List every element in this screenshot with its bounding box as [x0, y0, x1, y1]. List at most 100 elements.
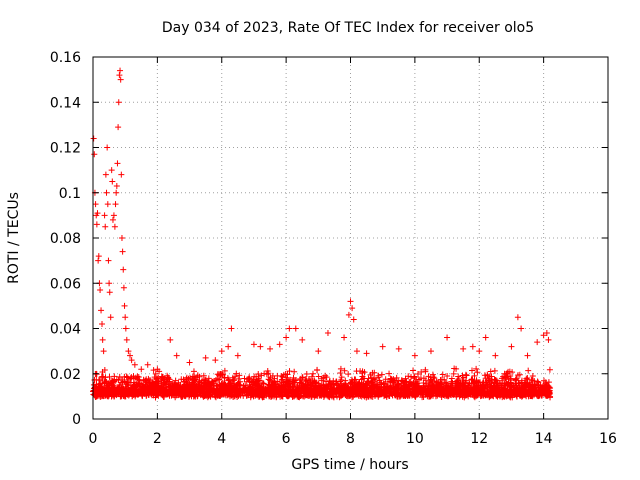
- data-point: [427, 348, 434, 355]
- data-point: [125, 379, 132, 386]
- data-point: [546, 366, 553, 373]
- data-point: [499, 377, 506, 384]
- data-point: [93, 221, 100, 228]
- data-point: [527, 383, 534, 390]
- data-point: [406, 392, 413, 399]
- data-point: [324, 389, 331, 396]
- data-point: [276, 391, 283, 398]
- data-point: [469, 343, 476, 350]
- data-point: [121, 378, 128, 385]
- y-tick-label: 0.04: [50, 322, 81, 338]
- data-point: [115, 99, 122, 106]
- data-point: [212, 357, 219, 364]
- data-point: [518, 325, 525, 332]
- data-point: [523, 375, 530, 382]
- data-point: [420, 388, 427, 395]
- data-point: [129, 387, 136, 394]
- data-point: [492, 352, 499, 359]
- data-point: [471, 372, 478, 379]
- data-point: [195, 380, 202, 387]
- data-point: [94, 210, 101, 217]
- data-point: [286, 325, 293, 332]
- data-point: [225, 376, 232, 383]
- axis-ticks: [92, 56, 609, 420]
- data-point: [135, 374, 142, 381]
- data-point: [223, 392, 230, 399]
- data-point: [90, 135, 97, 142]
- data-point: [349, 305, 356, 312]
- data-point: [324, 330, 331, 337]
- data-point: [299, 336, 306, 343]
- data-point: [291, 389, 298, 396]
- data-point: [540, 377, 547, 384]
- data-point: [529, 391, 536, 398]
- data-point: [398, 377, 405, 384]
- data-point: [212, 394, 219, 401]
- data-point: [342, 381, 349, 388]
- x-tick-label: 14: [535, 431, 553, 447]
- data-point: [258, 383, 265, 390]
- data-point: [378, 371, 385, 378]
- data-point: [363, 350, 370, 357]
- data-point: [116, 72, 123, 79]
- data-point: [123, 373, 130, 380]
- data-point: [441, 376, 448, 383]
- data-point: [535, 392, 542, 399]
- data-point: [363, 394, 370, 401]
- data-point: [349, 388, 356, 395]
- data-point: [120, 266, 127, 273]
- data-point: [460, 384, 467, 391]
- data-point: [460, 345, 467, 352]
- data-point: [152, 390, 159, 397]
- data-point: [121, 302, 128, 309]
- data-point: [153, 375, 160, 382]
- data-point: [411, 373, 418, 380]
- data-point: [112, 201, 119, 208]
- data-point: [351, 391, 358, 398]
- data-point: [469, 384, 476, 391]
- data-point: [533, 387, 540, 394]
- data-point: [524, 380, 531, 387]
- data-point: [486, 391, 493, 398]
- data-point: [439, 371, 446, 378]
- data-point: [221, 367, 228, 374]
- data-point: [290, 374, 297, 381]
- data-point: [283, 374, 290, 381]
- data-point: [465, 388, 472, 395]
- data-point: [291, 368, 298, 375]
- data-point: [486, 377, 493, 384]
- data-point: [345, 311, 352, 318]
- data-point: [297, 388, 304, 395]
- data-point: [414, 386, 421, 393]
- data-point: [169, 379, 176, 386]
- data-point: [136, 377, 143, 384]
- data-point: [163, 378, 170, 385]
- data-point: [487, 368, 494, 375]
- data-point: [218, 348, 225, 355]
- data-point: [106, 280, 113, 287]
- data-point: [425, 389, 432, 396]
- data-point: [228, 325, 235, 332]
- data-point: [302, 376, 309, 383]
- data-point: [491, 367, 498, 374]
- data-point: [476, 348, 483, 355]
- data-point: [330, 386, 337, 393]
- y-tick-label: 0.08: [50, 231, 81, 247]
- data-point: [414, 370, 421, 377]
- data-point: [411, 374, 418, 381]
- data-point: [269, 372, 276, 379]
- data-point: [125, 385, 132, 392]
- data-point: [222, 382, 229, 389]
- data-point: [282, 383, 289, 390]
- data-point: [453, 378, 460, 385]
- data-point: [303, 388, 310, 395]
- data-point: [178, 392, 185, 399]
- data-point: [172, 390, 179, 397]
- y-tick-label: 0.16: [50, 50, 81, 66]
- data-point: [276, 341, 283, 348]
- data-point: [529, 373, 536, 380]
- data-point: [534, 378, 541, 385]
- data-point: [518, 382, 525, 389]
- data-point: [528, 376, 535, 383]
